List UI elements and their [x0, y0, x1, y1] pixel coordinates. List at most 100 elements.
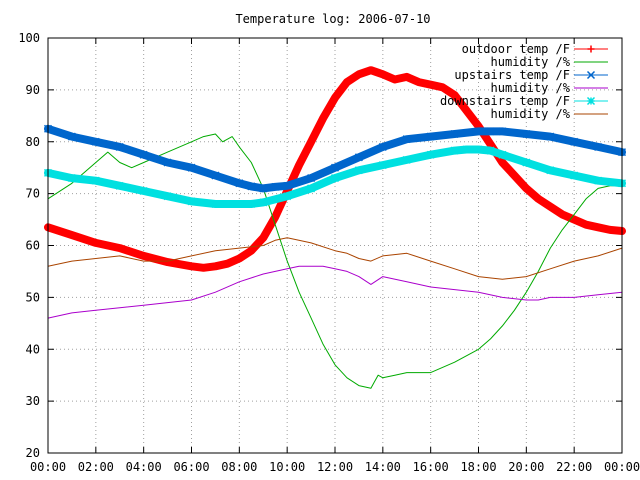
y-tick-label: 80: [26, 135, 40, 149]
data-point: [439, 83, 447, 91]
data-point: [415, 78, 423, 86]
data-point: [163, 158, 172, 167]
data-point: [92, 239, 100, 247]
data-point: [570, 171, 579, 180]
data-point: [91, 137, 100, 146]
data-point: [391, 76, 399, 83]
data-point: [247, 247, 255, 255]
data-point: [188, 262, 195, 270]
data-point: [343, 78, 351, 86]
data-point: [116, 244, 124, 252]
data-point: [510, 171, 518, 179]
legend-label: humidity /%: [491, 81, 571, 95]
data-point: [426, 132, 435, 141]
data-point: [211, 262, 219, 270]
chart-title: Temperature log: 2006-07-10: [235, 12, 430, 26]
x-tick-label: 04:00: [126, 460, 162, 474]
data-point: [140, 252, 148, 260]
data-point: [211, 199, 220, 209]
series-2: [47, 133, 623, 389]
data-point: [594, 223, 602, 231]
data-point: [498, 150, 507, 159]
data-point: [67, 132, 76, 141]
series-line: [47, 237, 623, 280]
data-point: [378, 142, 387, 151]
data-point: [546, 166, 555, 175]
x-tick-label: 16:00: [413, 460, 449, 474]
data-point: [211, 171, 220, 180]
data-point: [187, 197, 196, 206]
y-tick-label: 20: [26, 446, 40, 460]
data-point: [546, 132, 555, 141]
data-point: [522, 158, 531, 167]
series-4: [47, 265, 623, 319]
series-line: [47, 133, 623, 389]
data-point: [115, 142, 124, 151]
data-point: [331, 94, 339, 102]
x-tick-label: 18:00: [460, 460, 496, 474]
data-point: [235, 254, 243, 262]
data-point: [426, 150, 435, 159]
y-tick-label: 100: [18, 31, 40, 45]
series-3: [43, 124, 627, 193]
data-point: [498, 127, 507, 136]
data-point: [402, 135, 411, 144]
data-point: [486, 146, 495, 155]
data-point: [283, 181, 292, 190]
data-point: [462, 145, 471, 154]
x-tick-label: 02:00: [78, 460, 114, 474]
data-point: [115, 181, 124, 190]
data-point: [367, 66, 375, 74]
x-tick-label: 10:00: [269, 460, 305, 474]
y-tick-label: 40: [26, 342, 40, 356]
data-point: [594, 176, 603, 185]
data-point: [307, 184, 316, 193]
data-point: [450, 146, 459, 155]
data-point: [378, 161, 387, 170]
data-point: [307, 138, 315, 146]
x-tick-label: 00:00: [30, 460, 66, 474]
data-point: [522, 184, 530, 192]
y-tick-label: 30: [26, 394, 40, 408]
series-line: [47, 265, 623, 319]
data-point: [307, 174, 316, 183]
data-point: [164, 258, 172, 266]
data-point: [283, 192, 292, 201]
legend-label: humidity /%: [491, 55, 571, 69]
data-point: [451, 91, 459, 99]
data-point: [68, 231, 76, 239]
data-point: [486, 127, 495, 136]
legend-label: upstairs temp /F: [454, 68, 570, 82]
data-point: [247, 199, 256, 209]
data-point: [474, 145, 483, 154]
data-point: [91, 176, 100, 185]
plot-frame: [47, 37, 623, 454]
y-tick-label: 60: [26, 239, 40, 253]
data-point: [247, 182, 256, 191]
data-point: [570, 137, 579, 146]
data-point: [546, 203, 554, 211]
x-tick-label: 22:00: [556, 460, 592, 474]
data-point: [594, 142, 603, 151]
series-line: [44, 145, 626, 208]
data-point: [235, 199, 244, 209]
data-point: [259, 234, 267, 242]
series-line: [44, 124, 626, 193]
data-point: [187, 163, 196, 172]
data-point: [522, 129, 531, 138]
data-point: [139, 150, 148, 159]
data-point: [474, 127, 483, 136]
data-point: [463, 107, 471, 115]
data-point: [199, 264, 207, 272]
data-point: [259, 184, 268, 193]
data-point: [295, 161, 303, 169]
data-point: [450, 129, 459, 138]
x-tick-label: 14:00: [365, 460, 401, 474]
data-point: [570, 216, 578, 224]
data-point: [163, 192, 172, 201]
x-tick-label: 08:00: [221, 460, 257, 474]
data-point: [139, 187, 148, 196]
x-tick-label: 00:00: [604, 460, 640, 474]
legend-marker: [586, 70, 596, 80]
